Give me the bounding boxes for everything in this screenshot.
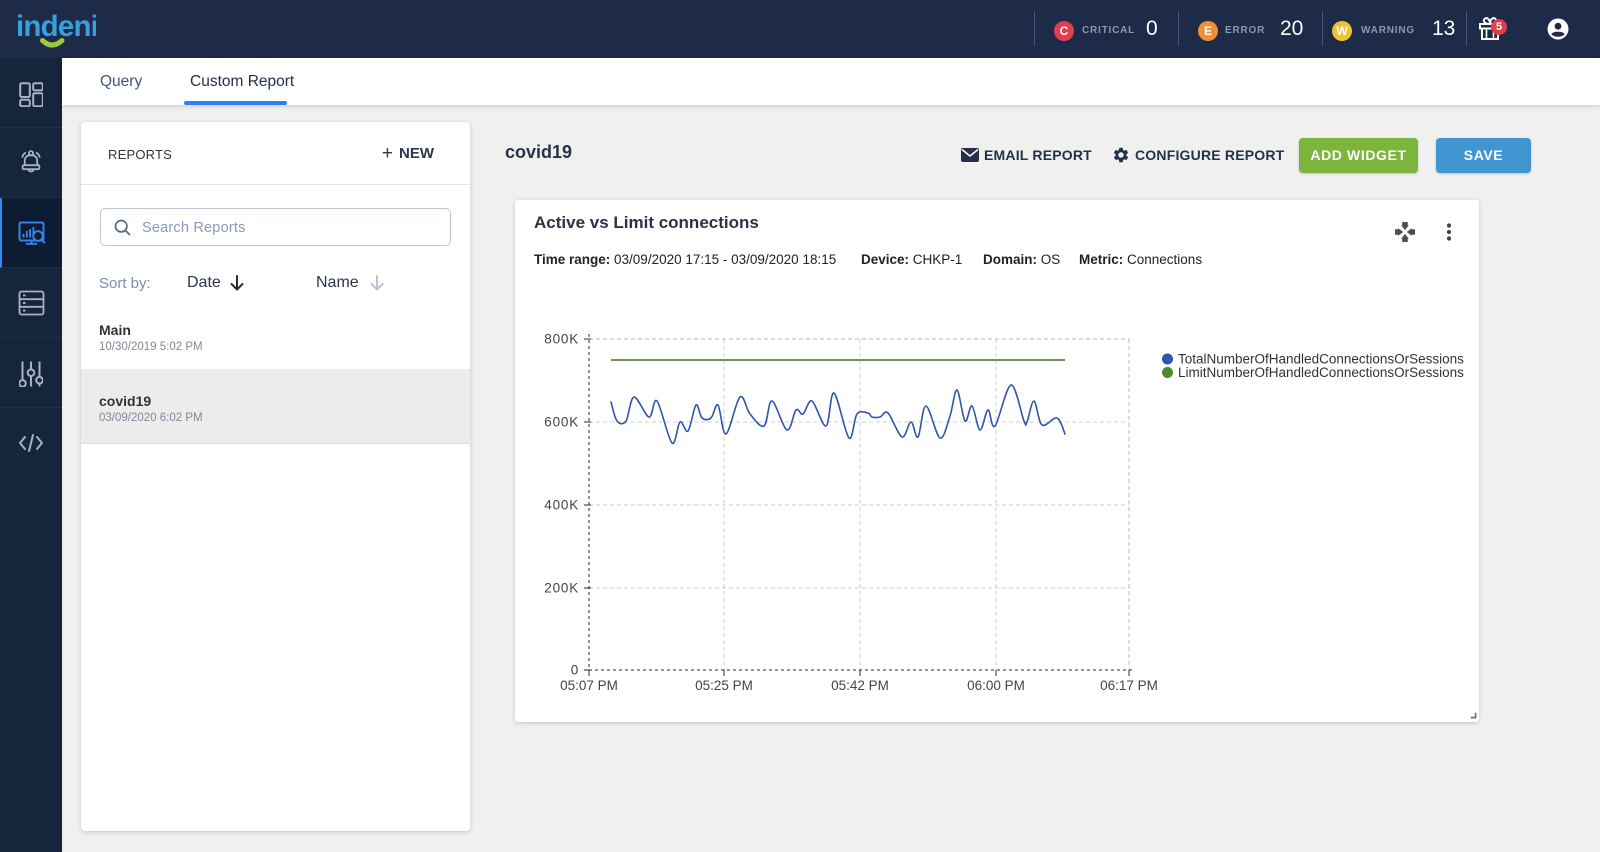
svg-text:05:42 PM: 05:42 PM <box>831 678 889 693</box>
svg-text:05:25 PM: 05:25 PM <box>695 678 753 693</box>
svg-text:600K: 600K <box>544 415 579 430</box>
svg-text:06:00 PM: 06:00 PM <box>967 678 1025 693</box>
svg-text:200K: 200K <box>544 581 579 596</box>
svg-text:0: 0 <box>571 663 579 678</box>
svg-text:LimitNumberOfHandledConnection: LimitNumberOfHandledConnectionsOrSession… <box>1178 365 1464 380</box>
svg-text:05:07 PM: 05:07 PM <box>560 678 618 693</box>
svg-text:06:17 PM: 06:17 PM <box>1100 678 1158 693</box>
svg-text:indeni: indeni <box>16 10 96 43</box>
svg-text:800K: 800K <box>544 332 579 347</box>
svg-text:TotalNumberOfHandledConnection: TotalNumberOfHandledConnectionsOrSession… <box>1178 352 1464 367</box>
svg-text:400K: 400K <box>544 498 579 513</box>
